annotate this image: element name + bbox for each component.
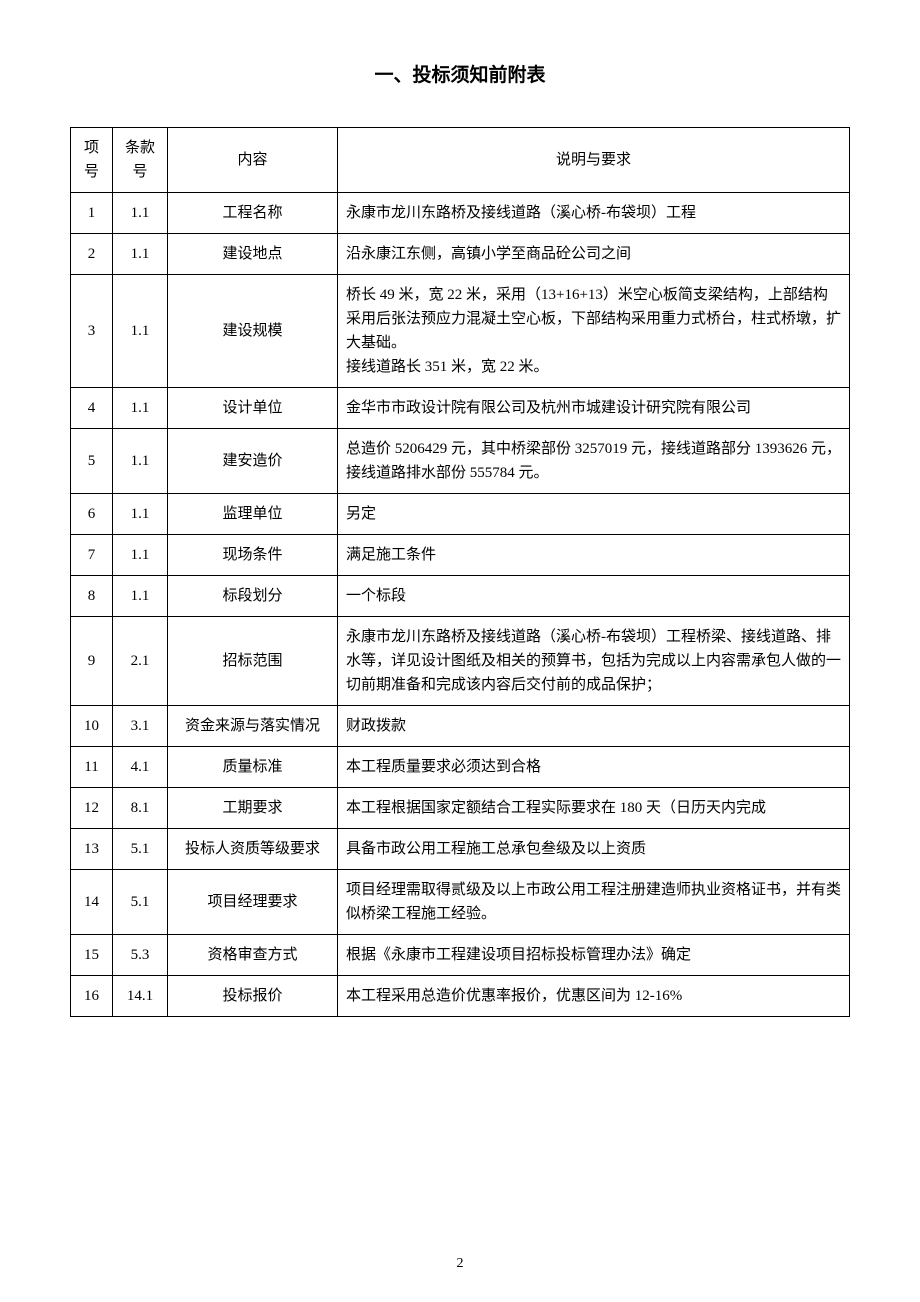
cell-desc: 具备市政公用工程施工总承包叁级及以上资质 <box>338 829 850 870</box>
cell-item: 5 <box>71 429 113 494</box>
cell-item: 16 <box>71 976 113 1017</box>
cell-clause: 1.1 <box>113 429 168 494</box>
table-row: 61.1监理单位另定 <box>71 494 850 535</box>
cell-desc: 桥长 49 米，宽 22 米，采用（13+16+13）米空心板简支梁结构，上部结… <box>338 275 850 388</box>
table-row: 21.1建设地点沿永康江东侧，高镇小学至商品砼公司之间 <box>71 234 850 275</box>
cell-item: 9 <box>71 617 113 706</box>
cell-content: 标段划分 <box>168 576 338 617</box>
cell-desc: 本工程采用总造价优惠率报价，优惠区间为 12-16% <box>338 976 850 1017</box>
cell-clause: 1.1 <box>113 494 168 535</box>
cell-desc: 项目经理需取得贰级及以上市政公用工程注册建造师执业资格证书，并有类似桥梁工程施工… <box>338 870 850 935</box>
cell-clause: 5.3 <box>113 935 168 976</box>
cell-clause: 1.1 <box>113 576 168 617</box>
table-row: 1614.1投标报价本工程采用总造价优惠率报价，优惠区间为 12-16% <box>71 976 850 1017</box>
cell-clause: 5.1 <box>113 870 168 935</box>
cell-desc: 财政拨款 <box>338 706 850 747</box>
header-content: 内容 <box>168 128 338 193</box>
cell-clause: 8.1 <box>113 788 168 829</box>
cell-clause: 5.1 <box>113 829 168 870</box>
table-row: 155.3资格审查方式根据《永康市工程建设项目招标投标管理办法》确定 <box>71 935 850 976</box>
cell-desc: 金华市市政设计院有限公司及杭州市城建设计研究院有限公司 <box>338 388 850 429</box>
cell-content: 工期要求 <box>168 788 338 829</box>
page-title: 一、投标须知前附表 <box>70 60 850 87</box>
cell-item: 14 <box>71 870 113 935</box>
cell-clause: 1.1 <box>113 388 168 429</box>
cell-clause: 14.1 <box>113 976 168 1017</box>
cell-content: 建设地点 <box>168 234 338 275</box>
bidding-notice-table: 项号 条款号 内容 说明与要求 11.1工程名称永康市龙川东路桥及接线道路（溪心… <box>70 127 850 1017</box>
cell-item: 13 <box>71 829 113 870</box>
cell-desc: 根据《永康市工程建设项目招标投标管理办法》确定 <box>338 935 850 976</box>
table-row: 114.1质量标准本工程质量要求必须达到合格 <box>71 747 850 788</box>
cell-item: 15 <box>71 935 113 976</box>
cell-desc: 另定 <box>338 494 850 535</box>
header-clause: 条款号 <box>113 128 168 193</box>
cell-item: 2 <box>71 234 113 275</box>
cell-content: 投标人资质等级要求 <box>168 829 338 870</box>
cell-item: 1 <box>71 193 113 234</box>
cell-content: 招标范围 <box>168 617 338 706</box>
cell-desc: 本工程根据国家定额结合工程实际要求在 180 天（日历天内完成 <box>338 788 850 829</box>
page-number: 2 <box>0 1256 920 1272</box>
header-desc: 说明与要求 <box>338 128 850 193</box>
table-row: 135.1投标人资质等级要求具备市政公用工程施工总承包叁级及以上资质 <box>71 829 850 870</box>
cell-desc: 永康市龙川东路桥及接线道路（溪心桥-布袋坝）工程 <box>338 193 850 234</box>
cell-desc: 满足施工条件 <box>338 535 850 576</box>
cell-item: 4 <box>71 388 113 429</box>
cell-item: 3 <box>71 275 113 388</box>
cell-content: 资金来源与落实情况 <box>168 706 338 747</box>
table-row: 103.1资金来源与落实情况财政拨款 <box>71 706 850 747</box>
cell-clause: 4.1 <box>113 747 168 788</box>
cell-clause: 1.1 <box>113 234 168 275</box>
cell-clause: 2.1 <box>113 617 168 706</box>
cell-content: 质量标准 <box>168 747 338 788</box>
table-row: 31.1建设规模桥长 49 米，宽 22 米，采用（13+16+13）米空心板简… <box>71 275 850 388</box>
cell-content: 设计单位 <box>168 388 338 429</box>
cell-desc: 永康市龙川东路桥及接线道路（溪心桥-布袋坝）工程桥梁、接线道路、排水等，详见设计… <box>338 617 850 706</box>
cell-item: 11 <box>71 747 113 788</box>
header-item: 项号 <box>71 128 113 193</box>
cell-content: 投标报价 <box>168 976 338 1017</box>
cell-item: 7 <box>71 535 113 576</box>
table-row: 92.1招标范围永康市龙川东路桥及接线道路（溪心桥-布袋坝）工程桥梁、接线道路、… <box>71 617 850 706</box>
cell-desc: 本工程质量要求必须达到合格 <box>338 747 850 788</box>
cell-item: 6 <box>71 494 113 535</box>
table-row: 11.1工程名称永康市龙川东路桥及接线道路（溪心桥-布袋坝）工程 <box>71 193 850 234</box>
cell-item: 8 <box>71 576 113 617</box>
cell-content: 工程名称 <box>168 193 338 234</box>
cell-content: 建安造价 <box>168 429 338 494</box>
table-row: 128.1工期要求本工程根据国家定额结合工程实际要求在 180 天（日历天内完成 <box>71 788 850 829</box>
cell-clause: 1.1 <box>113 193 168 234</box>
cell-content: 现场条件 <box>168 535 338 576</box>
cell-clause: 1.1 <box>113 535 168 576</box>
table-row: 81.1标段划分一个标段 <box>71 576 850 617</box>
cell-clause: 3.1 <box>113 706 168 747</box>
cell-content: 监理单位 <box>168 494 338 535</box>
cell-item: 12 <box>71 788 113 829</box>
table-row: 145.1项目经理要求项目经理需取得贰级及以上市政公用工程注册建造师执业资格证书… <box>71 870 850 935</box>
cell-content: 资格审查方式 <box>168 935 338 976</box>
table-row: 51.1建安造价总造价 5206429 元，其中桥梁部份 3257019 元，接… <box>71 429 850 494</box>
table-row: 71.1现场条件满足施工条件 <box>71 535 850 576</box>
cell-desc: 总造价 5206429 元，其中桥梁部份 3257019 元，接线道路部分 13… <box>338 429 850 494</box>
cell-item: 10 <box>71 706 113 747</box>
cell-clause: 1.1 <box>113 275 168 388</box>
cell-content: 项目经理要求 <box>168 870 338 935</box>
table-row: 41.1设计单位金华市市政设计院有限公司及杭州市城建设计研究院有限公司 <box>71 388 850 429</box>
cell-desc: 沿永康江东侧，高镇小学至商品砼公司之间 <box>338 234 850 275</box>
cell-content: 建设规模 <box>168 275 338 388</box>
table-header-row: 项号 条款号 内容 说明与要求 <box>71 128 850 193</box>
cell-desc: 一个标段 <box>338 576 850 617</box>
